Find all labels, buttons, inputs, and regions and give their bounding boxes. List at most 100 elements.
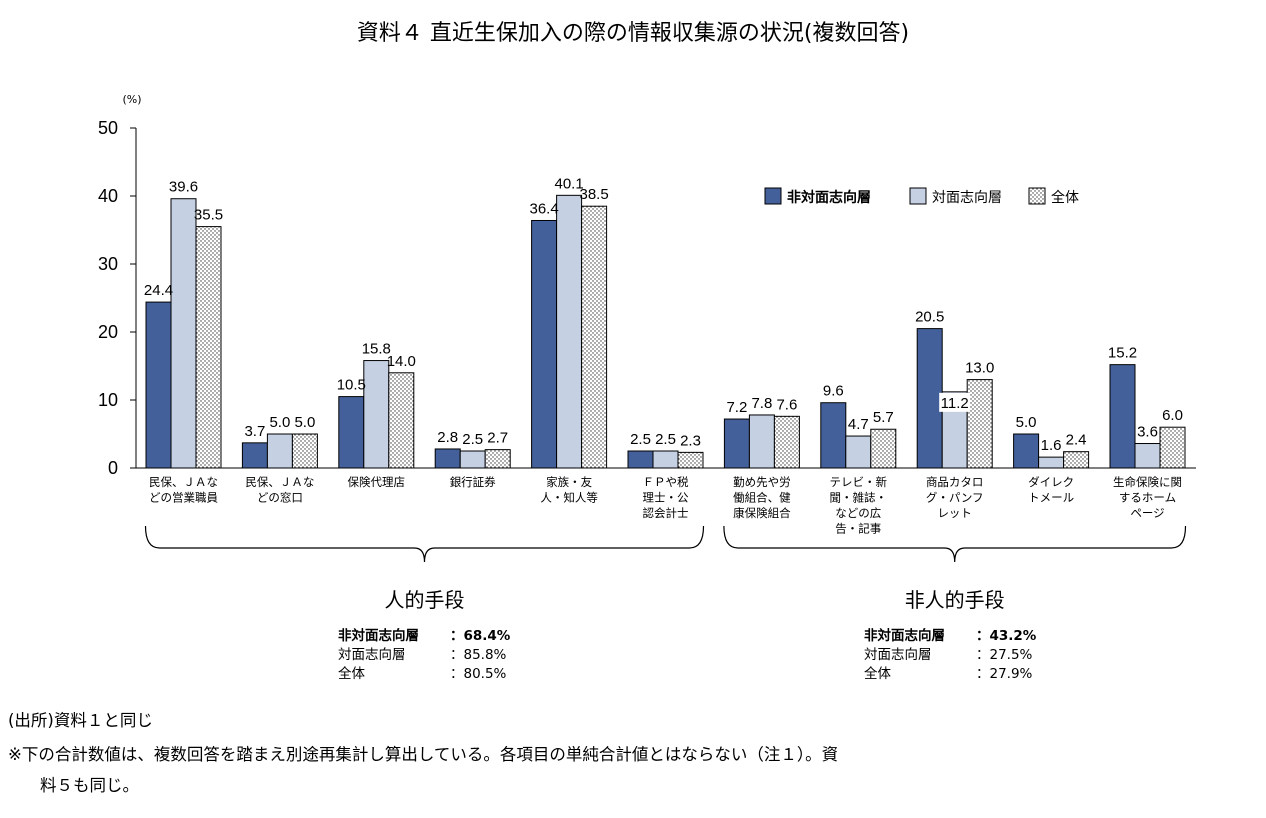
category-label: 生命保険に関するホームページ	[1113, 475, 1182, 520]
y-tick-label: 0	[108, 458, 118, 478]
bar-series-1	[434, 448, 461, 469]
group-brace	[144, 525, 705, 563]
value-label: 9.6	[823, 383, 844, 400]
bar-series-1	[820, 402, 847, 469]
value-label: 39.6	[169, 179, 198, 196]
bar-series-2	[170, 198, 197, 469]
summary-value: ：43.2%	[976, 628, 1037, 644]
value-label: 5.7	[873, 409, 894, 426]
value-label: 7.6	[776, 396, 797, 413]
value-label: 38.5	[579, 186, 608, 203]
bar-series-1	[531, 219, 558, 469]
value-label: 40.1	[554, 175, 583, 192]
bar-series-3	[1063, 451, 1090, 469]
value-label: 3.6	[1137, 424, 1158, 441]
category-label: テレビ・新聞・雑誌・などの広告・記事	[830, 475, 888, 536]
value-label-backing	[939, 392, 971, 412]
bar-series-1	[338, 396, 365, 469]
value-label: 24.4	[144, 282, 173, 299]
bar-series-3	[677, 451, 704, 469]
summary-value: ：27.9%	[976, 666, 1033, 682]
value-label: 2.4	[1066, 432, 1087, 449]
y-tick-label: 40	[98, 186, 118, 206]
value-label: 4.7	[848, 416, 869, 433]
source-note: (出所)資料１と同じ	[8, 711, 153, 730]
category-label: 銀行証券	[450, 475, 496, 489]
summary-label: 非対面志向層	[338, 627, 419, 644]
bar-series-2	[1038, 456, 1065, 469]
group-title: 人的手段	[385, 588, 465, 612]
y-tick-label: 30	[98, 254, 118, 274]
legend-swatch-1	[764, 187, 782, 205]
value-label: 2.5	[630, 431, 651, 448]
bar-series-1	[723, 418, 750, 469]
chart-title: 資料４ 直近生保加入の際の情報収集源の状況(複数回答)	[357, 21, 909, 46]
legend-label-1: 非対面志向層	[787, 189, 871, 206]
category-label: 勤め先や労働組合、健康保険組合	[733, 475, 791, 520]
value-label: 7.8	[751, 395, 772, 412]
category-label: ＦＰや税理士・公認会計士	[643, 475, 689, 520]
summary-label: 全体	[864, 665, 892, 682]
footnote-line-1: ※下の合計数値は、複数回答を踏まえ別途再集計し算出している。各項目の単純合計値と…	[8, 745, 839, 764]
bar-series-3	[1159, 426, 1186, 469]
value-label: 3.7	[244, 423, 265, 440]
bar-series-2	[266, 433, 293, 469]
bar-series-3	[291, 433, 318, 469]
summary-label: 対面志向層	[864, 647, 932, 663]
bar-series-2	[459, 450, 486, 469]
bar-series-2	[652, 450, 679, 469]
summary-label: 全体	[338, 665, 365, 682]
bar-series-3	[773, 415, 800, 469]
category-label: 家族・友人・知人等	[540, 475, 598, 505]
category-label: ダイレクトメール	[1028, 475, 1074, 505]
category-label: 商品カタログ・パンフレット	[926, 475, 984, 520]
value-label: 14.0	[387, 353, 416, 370]
summary-label: 非対面志向層	[864, 627, 945, 644]
bar-series-1	[145, 301, 172, 469]
bar-series-3	[966, 379, 993, 469]
bar-series-1	[1109, 364, 1136, 469]
bar-series-3	[388, 372, 415, 469]
value-label: 15.2	[1108, 345, 1137, 362]
value-label: 5.0	[294, 414, 315, 431]
category-label: 民保、ＪＡなどの窓口	[245, 475, 314, 505]
category-label: 民保、ＪＡなどの営業職員	[149, 475, 218, 505]
y-tick-label: 50	[98, 118, 118, 138]
legend-swatch-3	[1028, 187, 1046, 205]
value-label: 5.0	[269, 414, 290, 431]
value-label: 36.4	[529, 200, 558, 217]
group-brace	[723, 525, 1187, 563]
summary-label: 対面志向層	[338, 647, 406, 663]
value-label: 2.7	[487, 430, 508, 447]
bar-series-2	[748, 414, 775, 469]
summary-value: ：85.8%	[450, 647, 507, 663]
bar-series-2	[363, 360, 390, 469]
value-label: 35.5	[194, 207, 223, 224]
value-label: 11.2	[941, 395, 969, 412]
value-label: 20.5	[915, 309, 944, 326]
y-axis-unit: (%)	[122, 93, 141, 106]
legend-label-2: 対面志向層	[932, 190, 1002, 206]
bar-series-1	[241, 442, 268, 469]
bar-series-3	[581, 205, 608, 469]
bar-series-2	[1134, 443, 1161, 469]
bar-series-2	[556, 194, 583, 469]
summary-value: ：80.5%	[450, 666, 507, 682]
bar-series-1	[627, 450, 654, 469]
category-label: 保険代理店	[348, 475, 406, 489]
summary-value: ：27.5%	[976, 647, 1033, 663]
bar-series-1	[916, 328, 943, 469]
bar-series-3	[195, 226, 222, 469]
value-label: 13.0	[965, 360, 994, 377]
value-label: 1.6	[1041, 437, 1062, 454]
y-tick-label: 20	[98, 322, 118, 342]
value-label: 2.5	[655, 431, 676, 448]
value-label: 7.2	[726, 399, 747, 416]
legend-swatch-2	[909, 187, 927, 205]
value-label: 6.0	[1162, 407, 1183, 424]
value-label: 5.0	[1016, 414, 1037, 431]
bar-series-3	[484, 449, 511, 469]
value-label: 10.5	[337, 377, 366, 394]
y-tick-label: 10	[98, 390, 118, 410]
